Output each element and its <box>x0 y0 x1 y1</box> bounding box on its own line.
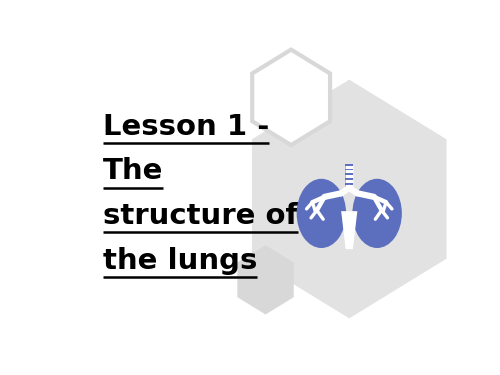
Polygon shape <box>238 245 294 315</box>
Text: structure of: structure of <box>103 202 298 230</box>
Polygon shape <box>252 80 446 318</box>
Ellipse shape <box>352 179 402 248</box>
FancyBboxPatch shape <box>345 164 354 189</box>
Polygon shape <box>341 211 357 249</box>
Text: Lesson 1 -: Lesson 1 - <box>103 113 269 141</box>
Text: the lungs: the lungs <box>103 247 257 275</box>
Ellipse shape <box>296 179 346 248</box>
Polygon shape <box>252 50 330 145</box>
Text: The: The <box>103 158 163 185</box>
